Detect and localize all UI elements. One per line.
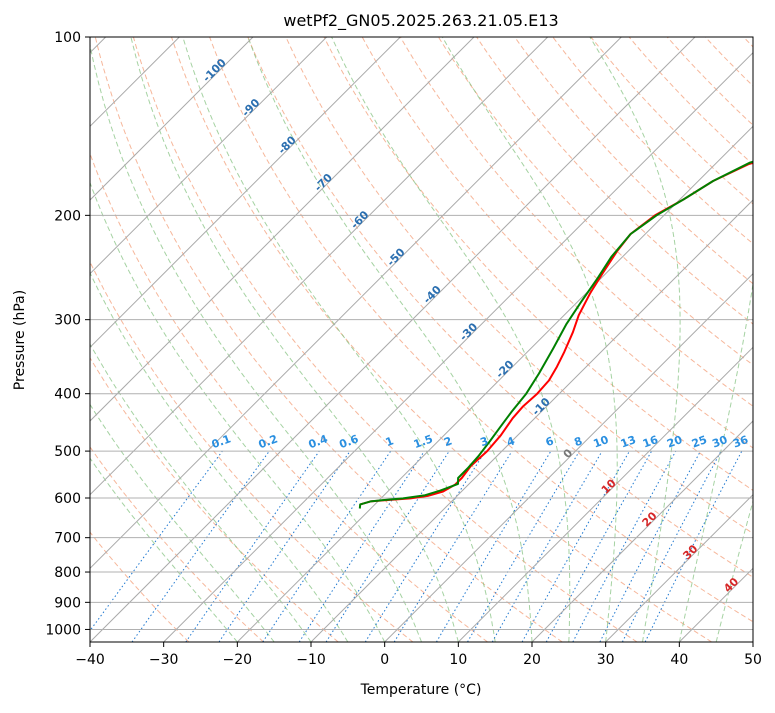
y-tick-label: 500 xyxy=(54,444,81,460)
x-tick-label: 0 xyxy=(380,652,389,668)
y-tick-label: 700 xyxy=(54,531,81,547)
x-tick-label: 40 xyxy=(670,652,688,668)
y-tick-label: 300 xyxy=(54,313,81,329)
x-tick-label: −10 xyxy=(296,652,326,668)
y-tick-label: 100 xyxy=(54,30,81,46)
y-tick-label: 600 xyxy=(54,491,81,507)
x-tick-label: 10 xyxy=(449,652,467,668)
y-tick-label: 1000 xyxy=(45,622,81,638)
x-tick-label: 30 xyxy=(597,652,615,668)
x-tick-label: −40 xyxy=(75,652,105,668)
chart-title: wetPf2_GN05.2025.263.21.05.E13 xyxy=(283,11,558,31)
x-tick-label: 20 xyxy=(523,652,541,668)
y-tick-label: 200 xyxy=(54,208,81,224)
x-tick-label: −20 xyxy=(223,652,253,668)
x-tick-label: −30 xyxy=(149,652,179,668)
y-tick-label: 800 xyxy=(54,565,81,581)
y-tick-label: 400 xyxy=(54,387,81,403)
x-axis-label: Temperature (°C) xyxy=(360,682,482,698)
y-tick-label: 900 xyxy=(54,595,81,611)
y-axis-label: Pressure (hPa) xyxy=(12,290,28,390)
x-tick-label: 50 xyxy=(744,652,762,668)
